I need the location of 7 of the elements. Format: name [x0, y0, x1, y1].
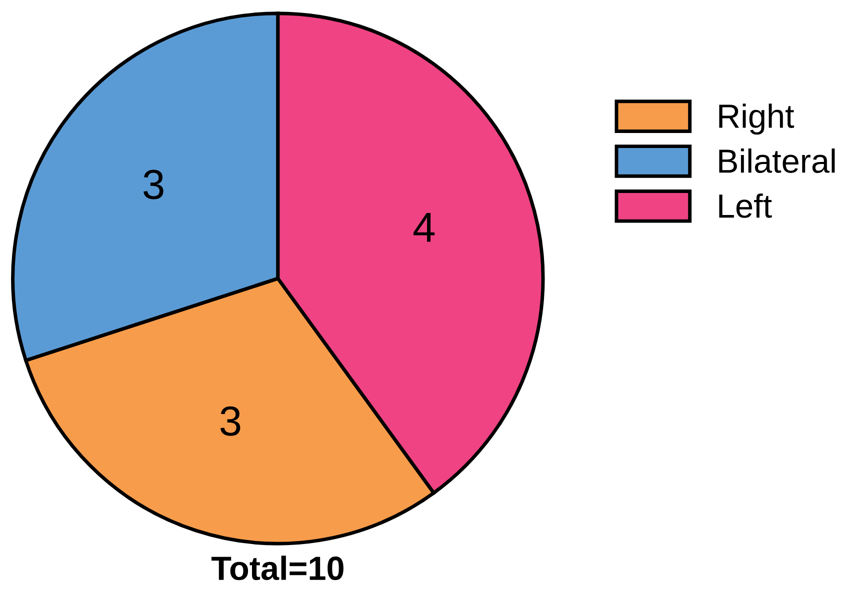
text: Total=10 — [211, 556, 344, 580]
legend-label: Left — [719, 193, 772, 218]
data-label: 3 — [144, 170, 164, 200]
legend-label: Bilateral — [719, 148, 835, 173]
legend-label: Right — [719, 104, 794, 135]
data-label: 4 — [414, 213, 435, 242]
data-label: 3 — [220, 406, 240, 436]
